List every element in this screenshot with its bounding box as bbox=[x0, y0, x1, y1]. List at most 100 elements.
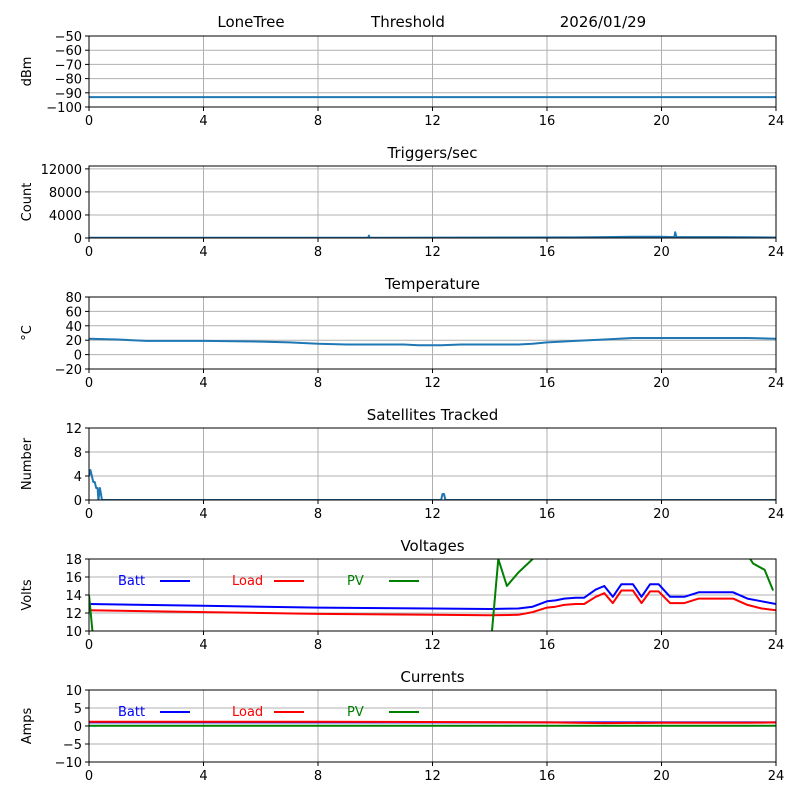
y-axis-label: Count bbox=[20, 183, 35, 222]
y-tick-label: −80 bbox=[55, 73, 82, 88]
x-tick-label: 16 bbox=[539, 769, 556, 784]
x-tick-label: 24 bbox=[768, 769, 785, 784]
legend-label-pv: PV bbox=[347, 705, 364, 720]
y-tick-label: −70 bbox=[55, 58, 82, 73]
y-tick-label: 12000 bbox=[41, 163, 82, 178]
y-tick-label: 0 bbox=[74, 349, 82, 364]
x-tick-label: 0 bbox=[85, 376, 93, 391]
series-line-satellites bbox=[89, 469, 776, 500]
x-tick-label: 8 bbox=[314, 507, 322, 522]
series-line-load bbox=[89, 720, 776, 725]
series-line-pv bbox=[89, 559, 775, 631]
x-tick-label: 24 bbox=[768, 507, 785, 522]
y-tick-label: 8000 bbox=[49, 186, 82, 201]
legend-label-load: Load bbox=[232, 574, 263, 589]
x-tick-label: 20 bbox=[653, 769, 670, 784]
x-tick-label: 0 bbox=[85, 507, 93, 522]
y-tick-label: −90 bbox=[55, 87, 82, 102]
x-tick-label: 12 bbox=[424, 769, 441, 784]
x-tick-label: 24 bbox=[768, 114, 785, 129]
series-line-triggers bbox=[89, 231, 776, 238]
chart-title: Triggers/sec bbox=[387, 144, 478, 162]
x-tick-label: 12 bbox=[424, 114, 441, 129]
y-axis-label: dBm bbox=[20, 57, 35, 87]
x-tick-label: 16 bbox=[539, 114, 556, 129]
x-tick-label: 8 bbox=[314, 376, 322, 391]
x-tick-label: 24 bbox=[768, 638, 785, 653]
y-tick-label: 12 bbox=[65, 607, 82, 622]
x-tick-label: 4 bbox=[199, 376, 207, 391]
y-axis-label: Volts bbox=[20, 579, 35, 611]
y-tick-label: −10 bbox=[55, 756, 82, 771]
x-tick-label: 16 bbox=[539, 638, 556, 653]
y-tick-label: 14 bbox=[65, 589, 82, 604]
x-tick-label: 0 bbox=[85, 638, 93, 653]
x-tick-label: 8 bbox=[314, 245, 322, 260]
y-tick-label: 20 bbox=[65, 334, 82, 349]
header-station: LoneTree bbox=[217, 13, 284, 31]
legend-label-batt: Batt bbox=[118, 705, 145, 720]
y-tick-label: 18 bbox=[65, 553, 82, 568]
x-tick-label: 8 bbox=[314, 638, 322, 653]
x-tick-label: 4 bbox=[199, 245, 207, 260]
x-tick-label: 0 bbox=[85, 769, 93, 784]
y-axis-label: Number bbox=[20, 437, 35, 490]
x-tick-label: 20 bbox=[653, 245, 670, 260]
y-tick-label: −60 bbox=[55, 44, 82, 59]
series-group bbox=[89, 231, 776, 238]
y-axis-label: °C bbox=[20, 325, 35, 341]
header-date: 2026/01/29 bbox=[560, 13, 646, 31]
x-tick-label: 4 bbox=[199, 507, 207, 522]
y-tick-label: 10 bbox=[65, 684, 82, 699]
series-line-load bbox=[89, 589, 776, 617]
chart-currents: 0 4 8 12 16 20 24 −10 −5 0 5 10 Currents Amps Batt Load… bbox=[20, 668, 784, 784]
legend-label-load: Load bbox=[232, 705, 263, 720]
chart-triggers: 0 4 8 12 16 20 24 0 4000 8000 12000 Triggers/sec Cou… bbox=[20, 144, 784, 260]
y-tick-label: 0 bbox=[74, 232, 82, 247]
x-tick-label: 4 bbox=[199, 638, 207, 653]
x-tick-label: 12 bbox=[424, 245, 441, 260]
chart-title: Temperature bbox=[384, 275, 480, 293]
y-tick-label: −100 bbox=[46, 101, 82, 116]
x-tick-label: 8 bbox=[314, 114, 322, 129]
chart-satellites: 0 4 8 12 16 20 24 0 4 8 12 Satellites Tracked Number bbox=[20, 406, 784, 522]
x-tick-label: 24 bbox=[768, 376, 785, 391]
x-tick-label: 16 bbox=[539, 376, 556, 391]
y-axis-label: Amps bbox=[20, 707, 35, 744]
y-tick-label: −5 bbox=[63, 738, 82, 753]
legend-label-batt: Batt bbox=[118, 574, 145, 589]
y-tick-label: 40 bbox=[65, 320, 82, 335]
x-tick-label: 0 bbox=[85, 245, 93, 260]
legend-label-pv: PV bbox=[347, 574, 364, 589]
y-tick-label: 80 bbox=[65, 291, 82, 306]
x-tick-label: 24 bbox=[768, 245, 785, 260]
x-tick-label: 20 bbox=[653, 114, 670, 129]
series-line-batt bbox=[89, 583, 776, 610]
chart-voltages: 0 4 8 12 16 20 24 10 12 14 16 18 Voltages Volts Batt Lo… bbox=[20, 537, 784, 653]
y-tick-label: 4000 bbox=[49, 209, 82, 224]
chart-title: Voltages bbox=[400, 537, 464, 555]
x-tick-label: 16 bbox=[539, 507, 556, 522]
x-tick-label: 20 bbox=[653, 376, 670, 391]
series-line-temperature bbox=[89, 337, 776, 347]
chart-title: Satellites Tracked bbox=[367, 406, 498, 424]
x-tick-label: 16 bbox=[539, 245, 556, 260]
y-tick-label: −50 bbox=[55, 30, 82, 45]
y-tick-label: 16 bbox=[65, 571, 82, 586]
x-tick-label: 4 bbox=[199, 769, 207, 784]
y-tick-label: 10 bbox=[65, 625, 82, 640]
y-tick-label: 0 bbox=[74, 494, 82, 509]
y-tick-label: −20 bbox=[55, 363, 82, 378]
y-tick-label: 0 bbox=[74, 720, 82, 735]
x-tick-label: 12 bbox=[424, 376, 441, 391]
x-tick-label: 0 bbox=[85, 114, 93, 129]
y-tick-label: 5 bbox=[74, 702, 82, 717]
x-tick-label: 20 bbox=[653, 507, 670, 522]
x-tick-label: 8 bbox=[314, 769, 322, 784]
x-tick-label: 20 bbox=[653, 638, 670, 653]
y-tick-label: 8 bbox=[74, 446, 82, 461]
series-group bbox=[89, 720, 776, 727]
series-group bbox=[89, 469, 776, 500]
